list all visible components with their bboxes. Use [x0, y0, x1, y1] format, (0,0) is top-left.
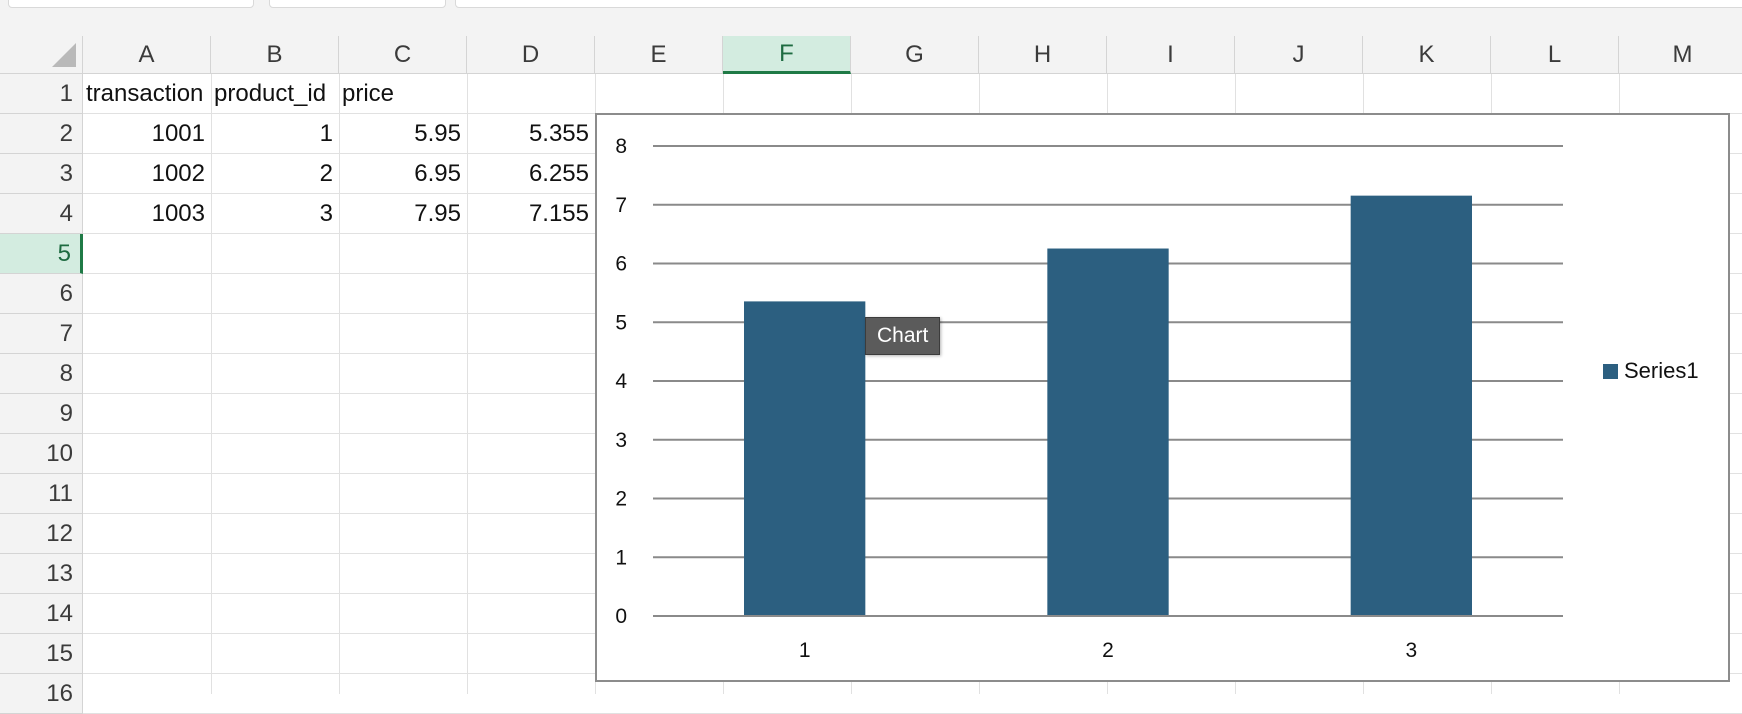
column-header-m[interactable]: M: [1619, 36, 1742, 74]
row-header-15[interactable]: 15: [0, 634, 83, 674]
row-header-16[interactable]: 16: [0, 674, 83, 714]
cell-a1[interactable]: transaction: [86, 80, 204, 107]
row-header-14[interactable]: 14: [0, 594, 83, 634]
column-header-a[interactable]: A: [83, 36, 211, 74]
x-tick-label: 3: [1405, 639, 1417, 662]
cell-c3[interactable]: 6.95: [414, 160, 461, 187]
row-header-8[interactable]: 8: [0, 354, 83, 394]
cell-b2[interactable]: 1: [319, 120, 333, 147]
bar: [744, 301, 866, 616]
y-tick-label: 1: [615, 546, 627, 569]
y-tick-label: 3: [615, 429, 627, 452]
cell-b4[interactable]: 3: [319, 200, 333, 227]
column-header-k[interactable]: K: [1363, 36, 1491, 74]
row-header-7[interactable]: 7: [0, 314, 83, 354]
cell-a2[interactable]: 1001: [151, 120, 205, 147]
row-header-9[interactable]: 9: [0, 394, 83, 434]
row-header-1[interactable]: 1: [0, 74, 83, 114]
cell-c2[interactable]: 5.95: [414, 120, 461, 147]
row-header-2[interactable]: 2: [0, 114, 83, 154]
row-header-11[interactable]: 11: [0, 474, 83, 514]
grid-column-line: [339, 74, 340, 694]
chart-object[interactable]: 0 1 2 3 4 5 6 7 8 1 2 3 Series1 Chart: [595, 113, 1730, 682]
cell-b3[interactable]: 2: [319, 160, 333, 187]
column-header-e[interactable]: E: [595, 36, 723, 74]
grid-column-line: [211, 74, 212, 694]
column-header-l[interactable]: L: [1491, 36, 1619, 74]
cell-c1[interactable]: price: [342, 80, 395, 107]
legend-label-series1: Series1: [1624, 358, 1699, 383]
y-tick-label: 4: [615, 370, 627, 393]
row-header-5[interactable]: 5: [0, 234, 83, 274]
y-tick-label: 6: [615, 253, 627, 276]
y-tick-label: 8: [615, 135, 627, 158]
column-header-h[interactable]: H: [979, 36, 1107, 74]
y-tick-label: 0: [615, 605, 627, 628]
bar: [1047, 248, 1169, 617]
cell-d2[interactable]: 5.355: [528, 120, 589, 147]
select-all-corner[interactable]: [0, 36, 83, 74]
cell-c4[interactable]: 7.95: [414, 200, 461, 227]
row-header-12[interactable]: 12: [0, 514, 83, 554]
row-header-3[interactable]: 3: [0, 154, 83, 194]
grid-column-line: [467, 74, 468, 694]
cell-d3[interactable]: 6.255: [528, 160, 589, 187]
y-tick-label: 7: [615, 194, 627, 217]
y-tick-label: 5: [615, 311, 627, 334]
x-tick-label: 1: [799, 639, 811, 662]
cell-a4[interactable]: 1003: [151, 200, 205, 227]
chart-tooltip: Chart: [865, 317, 941, 355]
select-all-icon: [52, 43, 76, 67]
row-header-4[interactable]: 4: [0, 194, 83, 234]
cell-a3[interactable]: 1002: [151, 160, 205, 187]
formula-input[interactable]: [455, 0, 1742, 8]
function-box[interactable]: [269, 0, 446, 8]
bar: [1350, 195, 1472, 617]
bar-chart: 0 1 2 3 4 5 6 7 8 1 2 3 Series1: [615, 135, 1699, 662]
row-header-13[interactable]: 13: [0, 554, 83, 594]
column-header-i[interactable]: I: [1107, 36, 1235, 74]
row-header-6[interactable]: 6: [0, 274, 83, 314]
column-header-b[interactable]: B: [211, 36, 339, 74]
name-box[interactable]: [8, 0, 254, 8]
column-header-f[interactable]: F: [723, 36, 851, 74]
row-header-10[interactable]: 10: [0, 434, 83, 474]
column-header-c[interactable]: C: [339, 36, 467, 74]
column-header-g[interactable]: G: [851, 36, 979, 74]
formula-bar-area: [0, 0, 1742, 36]
column-header-j[interactable]: J: [1235, 36, 1363, 74]
cell-b1[interactable]: product_id: [214, 80, 327, 107]
legend-swatch: [1603, 364, 1618, 379]
column-header-d[interactable]: D: [467, 36, 595, 74]
x-tick-label: 2: [1102, 639, 1114, 662]
cell-d4[interactable]: 7.155: [528, 200, 589, 227]
y-tick-label: 2: [615, 488, 627, 511]
